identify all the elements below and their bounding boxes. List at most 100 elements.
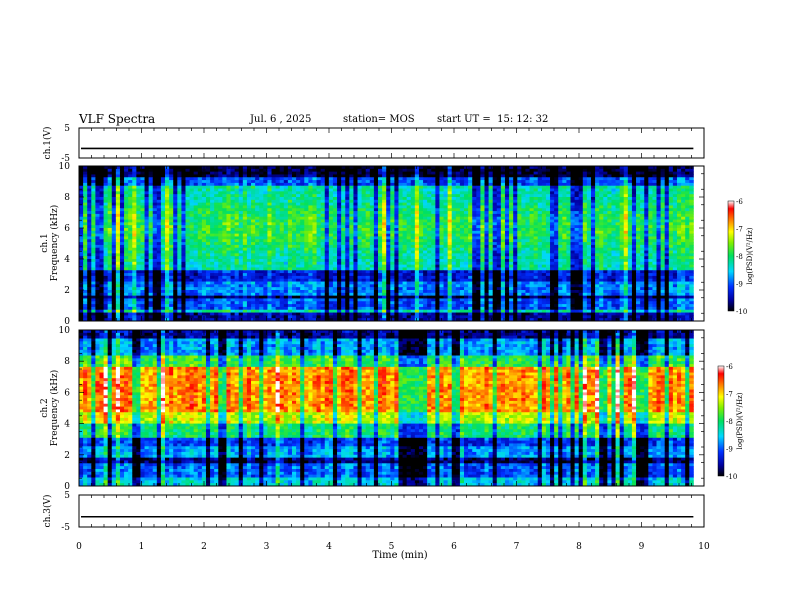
spectrogram-cell: [414, 225, 420, 229]
spectrogram-cell: [189, 177, 195, 181]
spectrogram-cell: [226, 205, 231, 209]
spectrogram-cell: [492, 242, 498, 246]
spectrogram-cell: [566, 216, 571, 220]
spectrogram-cell: [590, 171, 596, 175]
spectrogram-cell: [394, 256, 399, 260]
spectrogram-cell: [271, 208, 276, 212]
spectrogram-cell: [136, 242, 141, 246]
spectrogram-cell: [410, 222, 416, 226]
spectrogram-cell: [607, 202, 612, 206]
spectrogram-cell: [353, 256, 358, 260]
spectrogram-cell: [590, 166, 596, 170]
spectrogram-cell: [480, 185, 485, 189]
spectrogram-cell: [140, 228, 145, 232]
spectrogram-cell: [480, 202, 485, 206]
spectrogram-cell: [115, 199, 121, 204]
spectrogram-cell: [304, 230, 309, 235]
spectrogram-cell: [271, 177, 276, 181]
spectrogram-cell: [373, 197, 379, 201]
spectrogram-cell: [320, 228, 326, 232]
spectrogram-cell: [230, 228, 236, 232]
spectrogram-cell: [480, 228, 485, 232]
spectrogram-cell: [128, 166, 133, 170]
spectrogram-cell: [275, 219, 281, 223]
spectrogram-cell: [128, 228, 133, 232]
spectrogram-cell: [689, 194, 694, 198]
spectrogram-cell: [504, 182, 510, 187]
spectrogram-cell: [619, 205, 625, 209]
spectrogram-cell: [480, 216, 485, 220]
spectrogram-cell: [152, 180, 158, 184]
spectrogram-cell: [103, 180, 109, 184]
spectrogram-cell: [603, 202, 608, 206]
spectrogram-cell: [210, 171, 215, 175]
spectrogram-cell: [554, 222, 559, 226]
spectrogram-cell: [537, 242, 543, 246]
spectrogram-cell: [427, 194, 432, 198]
spectrogram-cell: [263, 256, 268, 260]
spectrogram-cell: [599, 233, 604, 237]
spectrogram-cell: [443, 213, 449, 218]
spectrogram-cell: [283, 208, 289, 212]
spectrogram-cell: [246, 166, 252, 170]
spectrogram-cell: [525, 191, 530, 195]
spectrogram-cell: [91, 168, 96, 173]
spectrogram-cell: [644, 211, 649, 215]
spectrogram-cell: [222, 242, 227, 246]
spectrogram-cell: [201, 194, 207, 198]
spectrogram-cell: [623, 182, 629, 187]
spectrogram-cell: [341, 247, 346, 251]
spectrogram-cell: [660, 233, 666, 237]
spectrogram-cell: [304, 168, 309, 173]
spectrogram-cell: [582, 166, 588, 170]
spectrogram-cell: [177, 256, 182, 260]
spectrogram-cell: [472, 180, 477, 184]
spectrogram-cell: [328, 182, 334, 187]
spectrogram-cell: [165, 199, 170, 204]
spectrogram-cell: [361, 244, 367, 249]
spectrogram-cell: [349, 228, 354, 232]
spectrogram-cell: [87, 211, 92, 215]
spectrogram-cell: [582, 222, 588, 226]
spectrogram-cell: [513, 185, 518, 189]
spectrogram-cell: [304, 182, 309, 187]
spectrogram-cell: [242, 250, 248, 254]
spectrogram-cell: [590, 222, 596, 226]
spectrogram-cell: [443, 194, 449, 198]
spectrogram-cell: [615, 208, 621, 212]
spectrogram-cell: [369, 174, 375, 178]
spectrogram-cell: [160, 211, 166, 215]
spectrogram-cell: [316, 211, 322, 215]
spectrogram-cell: [664, 180, 670, 184]
spectrogram-cell: [480, 253, 485, 257]
spectrogram-cell: [406, 225, 412, 229]
spectrogram-cell: [103, 171, 109, 175]
spectrogram-cell: [500, 168, 506, 173]
spectrogram-cell: [455, 230, 461, 235]
spectrogram-cell: [537, 197, 543, 201]
spectrogram-cell: [394, 188, 399, 192]
spectrogram-cell: [455, 242, 461, 246]
spectrogram-cell: [300, 199, 305, 204]
spectrogram-cell: [439, 244, 444, 249]
spectrogram-cell: [189, 168, 195, 173]
spectrogram-cell: [79, 208, 84, 212]
spectrogram-cell: [574, 197, 580, 201]
spectrogram-cell: [398, 166, 403, 170]
spectrogram-cell: [119, 199, 125, 204]
spectrogram-cell: [672, 194, 678, 198]
spectrogram-cell: [140, 171, 145, 175]
spectrogram-cell: [132, 216, 137, 220]
spectrogram-cell: [353, 202, 358, 206]
spectrogram-cell: [324, 253, 330, 257]
spectrogram-cell: [365, 174, 371, 178]
spectrogram-cell: [574, 185, 580, 189]
spectrogram-cell: [550, 180, 555, 184]
spectrogram-cell: [418, 208, 424, 212]
spectrogram-cell: [304, 188, 309, 192]
spectrogram-cell: [652, 239, 657, 243]
spectrogram-cell: [242, 199, 248, 204]
spectrogram-cell: [140, 188, 145, 192]
spectrogram-cell: [148, 205, 154, 209]
spectrogram-cell: [398, 219, 403, 223]
